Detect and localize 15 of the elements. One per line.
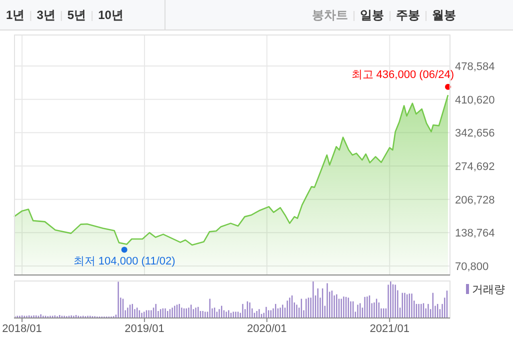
y-tick-label: 206,728 — [455, 194, 495, 206]
legend-label: 거래량 — [472, 284, 505, 296]
x-tick-label: 2021/01 — [370, 323, 410, 335]
annotation: 최저 104,000 (11/02) — [73, 256, 176, 268]
x-tick-label: 2018/01 — [2, 323, 42, 335]
x-tick-label: 2019/01 — [124, 323, 164, 335]
y-tick-label: 478,584 — [455, 61, 495, 73]
header: 1년 3년 5년 10년 봉차트 일봉 주봉 월봉 — [0, 0, 513, 30]
annotation: 최고 436,000 (06/24) — [351, 68, 454, 81]
y-tick-label: 274,692 — [455, 160, 495, 173]
x-tick-label: 2020/01 — [246, 323, 287, 335]
y-tick-label: 342,656 — [455, 128, 495, 140]
y-tick-label: 138,764 — [455, 228, 495, 240]
y-tick-label: 410,620 — [455, 94, 495, 106]
y-tick-label: 70,800 — [455, 260, 489, 273]
